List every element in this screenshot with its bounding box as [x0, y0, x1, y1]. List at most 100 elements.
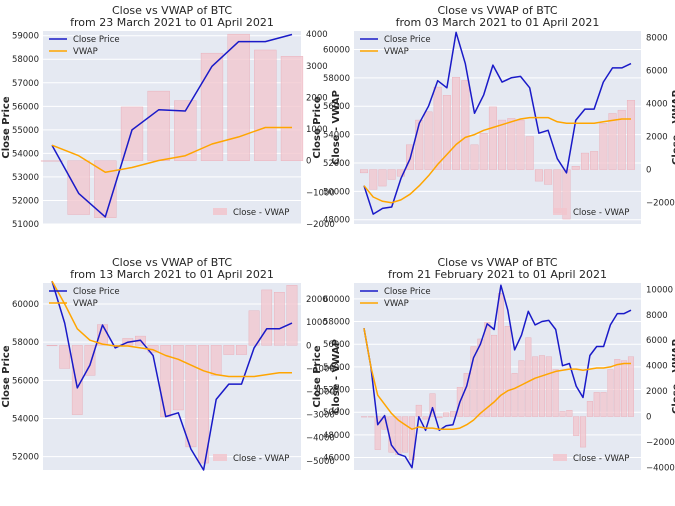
- bar-close-minus-vwap: [516, 119, 525, 170]
- bar-close-minus-vwap: [415, 119, 424, 170]
- legend-label-vwap: VWAP: [384, 47, 409, 57]
- y-tick-label: 56000: [12, 376, 39, 386]
- bar-close-minus-vwap: [67, 160, 90, 215]
- chart-subtitle: from 03 March 2021 to 01 April 2021: [396, 16, 600, 29]
- y-tick-label: 57000: [12, 79, 39, 89]
- bar-close-minus-vwap: [586, 401, 593, 417]
- y2-axis-label: Close - VWAP: [331, 90, 342, 165]
- bar-close-minus-vwap: [174, 100, 197, 161]
- bar-close-minus-vwap: [553, 169, 562, 213]
- y-tick-label: 60000: [12, 300, 39, 310]
- bar-close-minus-vwap: [484, 322, 491, 417]
- line-close-price: [51, 33, 293, 218]
- legend-label-bar: Close - VWAP: [573, 208, 629, 218]
- legend-swatch-bar: [553, 454, 567, 461]
- line-vwap: [363, 116, 631, 204]
- legend-label-close: Close Price: [73, 287, 120, 297]
- bar-close-minus-vwap: [415, 404, 422, 417]
- y2-tick-label: 4000: [646, 362, 668, 372]
- bar-close-minus-vwap: [198, 345, 209, 464]
- bar-close-minus-vwap: [436, 416, 443, 419]
- bar-close-minus-vwap: [248, 310, 260, 346]
- bar-close-minus-vwap: [94, 160, 117, 218]
- bar-close-minus-vwap: [46, 345, 58, 347]
- y-tick-label: 54000: [12, 414, 39, 424]
- y2-tick-label: 4000: [306, 30, 328, 40]
- bar-close-minus-vwap: [600, 392, 607, 417]
- bar-close-minus-vwap: [172, 345, 184, 411]
- y-tick-label: 50000: [323, 187, 350, 197]
- bar-close-minus-vwap: [607, 369, 614, 417]
- bar-close-minus-vwap: [525, 136, 534, 170]
- bar-close-minus-vwap: [580, 416, 587, 448]
- y2-tick-label: −4000: [646, 463, 675, 473]
- bar-close-minus-vwap: [463, 373, 470, 417]
- y2-tick-label: 0: [646, 413, 651, 423]
- y-tick-label: 54000: [12, 149, 39, 159]
- chart-title: Close vs VWAP of BTC: [112, 4, 232, 17]
- y2-tick-label: −1000: [306, 364, 335, 374]
- y-tick-label: 50000: [323, 408, 350, 418]
- chart-title: Close vs VWAP of BTC: [112, 256, 232, 269]
- bar-close-minus-vwap: [360, 169, 369, 174]
- bar-close-minus-vwap: [491, 334, 498, 417]
- y-tick-label: 48000: [323, 431, 350, 441]
- line-close-price: [363, 31, 632, 215]
- bar-close-minus-vwap: [429, 393, 436, 417]
- y-tick-label: 55000: [12, 126, 39, 136]
- y-tick-label: 60000: [323, 45, 350, 55]
- bar-close-minus-vwap: [40, 160, 64, 162]
- y2-tick-label: −2000: [306, 388, 335, 398]
- chart-title: Close vs VWAP of BTC: [437, 4, 557, 17]
- y2-tick-label: 1000: [306, 318, 328, 328]
- bar-close-minus-vwap: [525, 337, 532, 417]
- y2-tick-label: −2000: [646, 199, 675, 209]
- y-tick-label: 51000: [12, 220, 39, 230]
- bar-close-minus-vwap: [580, 152, 589, 170]
- bar-close-minus-vwap: [504, 326, 511, 417]
- chart-title: Close vs VWAP of BTC: [437, 256, 557, 269]
- y2-tick-label: 6000: [646, 67, 668, 77]
- y2-axis-label: Close - VWAP: [331, 339, 342, 414]
- bar-close-minus-vwap: [470, 346, 477, 417]
- line-vwap: [363, 328, 631, 430]
- y2-tick-label: −3000: [306, 411, 335, 421]
- bar-close-minus-vwap: [573, 416, 580, 436]
- plot-area: [354, 31, 641, 224]
- chart-4: 4600048000500005200054000560005800060000…: [312, 256, 675, 473]
- y2-tick-label: −2000: [646, 438, 675, 448]
- bar-close-minus-vwap: [617, 109, 626, 170]
- y2-tick-label: −1000: [306, 188, 335, 198]
- y2-tick-label: 2000: [646, 133, 668, 143]
- y2-axis-label: Close - VWAP: [671, 90, 675, 165]
- bar-close-minus-vwap: [422, 416, 429, 420]
- y-tick-label: 60000: [323, 295, 350, 305]
- y2-tick-label: 3000: [306, 62, 328, 72]
- bar-close-minus-vwap: [227, 33, 250, 161]
- bar-close-minus-vwap: [545, 356, 552, 417]
- bar-close-minus-vwap: [200, 52, 224, 161]
- y-tick-label: 56000: [323, 340, 350, 350]
- bar-close-minus-vwap: [593, 392, 600, 417]
- y2-axis-label: Close - VWAP: [671, 339, 675, 414]
- y2-tick-label: 10000: [646, 285, 673, 295]
- bar-close-minus-vwap: [477, 338, 484, 417]
- bar-close-minus-vwap: [627, 356, 634, 417]
- legend-label-close: Close Price: [384, 35, 431, 45]
- bar-close-minus-vwap: [236, 345, 247, 355]
- y2-tick-label: 8000: [646, 311, 668, 321]
- y-tick-label: 46000: [323, 454, 350, 464]
- bar-close-minus-vwap: [552, 369, 559, 417]
- y2-tick-label: 8000: [646, 34, 668, 44]
- y-tick-label: 48000: [323, 216, 350, 226]
- y2-tick-label: 1000: [306, 125, 328, 135]
- bar-close-minus-vwap: [286, 285, 298, 346]
- y-tick-label: 52000: [323, 386, 350, 396]
- bar-close-minus-vwap: [378, 169, 387, 187]
- y2-tick-label: 0: [306, 157, 311, 167]
- bar-close-minus-vwap: [374, 416, 381, 450]
- bar-close-minus-vwap: [608, 113, 617, 170]
- y2-tick-label: −4000: [306, 434, 335, 444]
- bar-close-minus-vwap: [497, 292, 504, 417]
